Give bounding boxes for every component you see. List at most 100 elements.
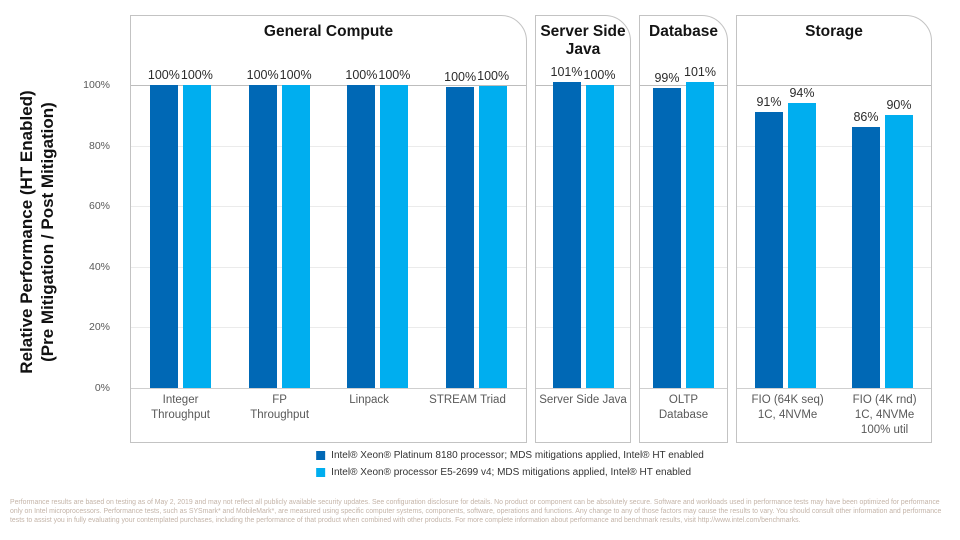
chart-plot-area: General Compute 100% 100% 100% 100% 100% 100% 1… bbox=[130, 15, 936, 443]
bar-series-1 bbox=[852, 127, 880, 388]
gridline-20 bbox=[536, 327, 630, 329]
bar-value-label: 100% bbox=[444, 69, 477, 84]
bar-column: 100% bbox=[280, 68, 312, 388]
category-label: STREAM Triad bbox=[429, 394, 506, 406]
bar-value-label: 101% bbox=[684, 64, 716, 79]
bar-series-2 bbox=[885, 115, 913, 388]
bar-column: 100% bbox=[583, 68, 616, 388]
gridline-60 bbox=[737, 206, 931, 208]
bar-column: 90% bbox=[885, 98, 913, 388]
gridline-60 bbox=[536, 206, 630, 208]
bars-row: 99% 101% bbox=[640, 16, 727, 388]
section-storage: Storage 91% 94% 86% 90% FIO (64K seq) 1C, 4NVM… bbox=[736, 15, 932, 443]
gridline-20 bbox=[737, 327, 931, 329]
section-title: Server Side Java bbox=[540, 23, 626, 58]
bar-group-fio-4k-rnd-1c-4nvme-100-util: 86% 90% bbox=[852, 98, 913, 388]
bar-series-1 bbox=[446, 86, 475, 388]
bar-series-2 bbox=[182, 85, 211, 388]
y-tick-20: 20% bbox=[88, 321, 110, 334]
bar-value-label: 100% bbox=[246, 68, 279, 82]
y-axis-title-line1: Relative Performance (HT Enabled) bbox=[17, 90, 36, 374]
y-tick-80: 80% bbox=[88, 139, 110, 152]
bar-value-label: 86% bbox=[853, 110, 879, 125]
bar-column: 100% bbox=[444, 69, 477, 388]
section-title: Database bbox=[649, 23, 718, 40]
bar-column: 101% bbox=[550, 64, 583, 388]
bar-group-fio-64k-seq-1c-4nvme: 91% 94% bbox=[755, 86, 816, 388]
bar-value-label: 100% bbox=[583, 68, 616, 82]
category-label: FP Throughput bbox=[250, 394, 310, 421]
bar-column: 100% bbox=[378, 68, 411, 388]
bar-value-label: 100% bbox=[345, 68, 378, 82]
bar-series-1 bbox=[149, 85, 178, 388]
y-tick-100: 100% bbox=[83, 79, 110, 91]
section-server-side-java: Server Side Java 101% 100% Server Side Java bbox=[535, 15, 631, 443]
bar-group-integer-throughput: 100% 100% bbox=[147, 68, 213, 388]
bar-value-label: 99% bbox=[654, 71, 680, 86]
category-label: FIO (4K rnd) 1C, 4NVMe 100% util bbox=[852, 394, 917, 436]
gridline-80 bbox=[640, 145, 727, 147]
bar-series-2 bbox=[380, 85, 409, 388]
bar-column: 99% bbox=[653, 71, 681, 388]
gridline-0 bbox=[737, 388, 931, 389]
bar-column: 100% bbox=[246, 68, 279, 388]
gridline-0 bbox=[131, 388, 526, 389]
category-labels-row: OLTP Database bbox=[640, 393, 727, 423]
bar-column: 101% bbox=[684, 64, 716, 388]
bar-column: 100% bbox=[477, 68, 510, 388]
bar-value-label: 100% bbox=[180, 68, 213, 82]
bar-series-1 bbox=[248, 85, 277, 388]
disclaimer-line: Performance results are based on testing… bbox=[10, 499, 940, 506]
bar-value-label: 100% bbox=[147, 68, 180, 82]
gridline-40 bbox=[536, 266, 630, 268]
legend-item: Intel® Xeon® Platinum 8180 processor; MD… bbox=[316, 449, 704, 462]
bar-series-1 bbox=[347, 85, 376, 388]
gridline-0 bbox=[640, 388, 727, 389]
gridline-80 bbox=[737, 145, 931, 147]
gridline-20 bbox=[131, 327, 526, 329]
gridline-100 bbox=[536, 85, 630, 86]
bar-series-1 bbox=[552, 81, 581, 388]
legend-label: Intel® Xeon® processor E5-2699 v4; MDS m… bbox=[331, 467, 692, 478]
gridline-100 bbox=[131, 85, 526, 86]
bars-row: 91% 94% 86% 90% bbox=[737, 16, 931, 388]
bar-value-label: 91% bbox=[756, 95, 782, 110]
category-label: FIO (64K seq) 1C, 4NVMe bbox=[751, 394, 824, 421]
disclaimer-line: tests to assist you in fully evaluating … bbox=[10, 517, 801, 524]
bar-column: 100% bbox=[147, 68, 180, 388]
category-labels-row: FIO (64K seq) 1C, 4NVMe FIO (4K rnd) 1C, 4N… bbox=[737, 393, 931, 438]
disclaimer-text: Performance results are based on testing… bbox=[10, 498, 954, 525]
bar-value-label: 100% bbox=[378, 68, 411, 82]
bar-value-label: 101% bbox=[550, 64, 583, 79]
disclaimer-line: only on Intel microprocessors. Performan… bbox=[10, 508, 942, 515]
section-general-compute: General Compute 100% 100% 100% 100% 100% 100% 1… bbox=[130, 15, 527, 443]
category-labels-row: Server Side Java bbox=[536, 393, 630, 408]
bar-series-1 bbox=[755, 112, 783, 388]
category-labels-row: Integer Throughput FP Throughput Linpack STRE… bbox=[131, 393, 526, 423]
bars-row: 100% 100% 100% 100% 100% 100% 100% 100% bbox=[131, 16, 526, 388]
category-label: Linpack bbox=[349, 394, 389, 406]
bar-value-label: 100% bbox=[477, 68, 510, 83]
gridline-80 bbox=[536, 145, 630, 147]
bar-column: 94% bbox=[788, 86, 816, 388]
gridline-80 bbox=[131, 145, 526, 147]
y-tick-60: 60% bbox=[88, 200, 110, 213]
gridline-60 bbox=[640, 206, 727, 208]
gridline-100 bbox=[737, 85, 931, 86]
bar-series-2 bbox=[585, 85, 614, 388]
bar-series-2 bbox=[479, 85, 508, 388]
gridline-100 bbox=[640, 85, 727, 86]
bar-group-fp-throughput: 100% 100% bbox=[246, 68, 312, 388]
legend-item: Intel® Xeon® processor E5-2699 v4; MDS m… bbox=[316, 466, 704, 479]
section-database: Database 99% 101% OLTP Database bbox=[639, 15, 728, 443]
bar-series-1 bbox=[653, 88, 681, 388]
legend-swatch-dark-blue bbox=[316, 451, 326, 460]
bar-column: 86% bbox=[852, 110, 880, 388]
bar-group-server-side-java: 101% 100% bbox=[550, 64, 616, 388]
bars-row: 101% 100% bbox=[536, 16, 630, 388]
y-tick-40: 40% bbox=[88, 260, 110, 273]
y-axis-title: Relative Performance (HT Enabled) (Pre M… bbox=[16, 90, 58, 373]
y-tick-0: 0% bbox=[94, 382, 110, 394]
bar-value-label: 90% bbox=[886, 98, 912, 113]
